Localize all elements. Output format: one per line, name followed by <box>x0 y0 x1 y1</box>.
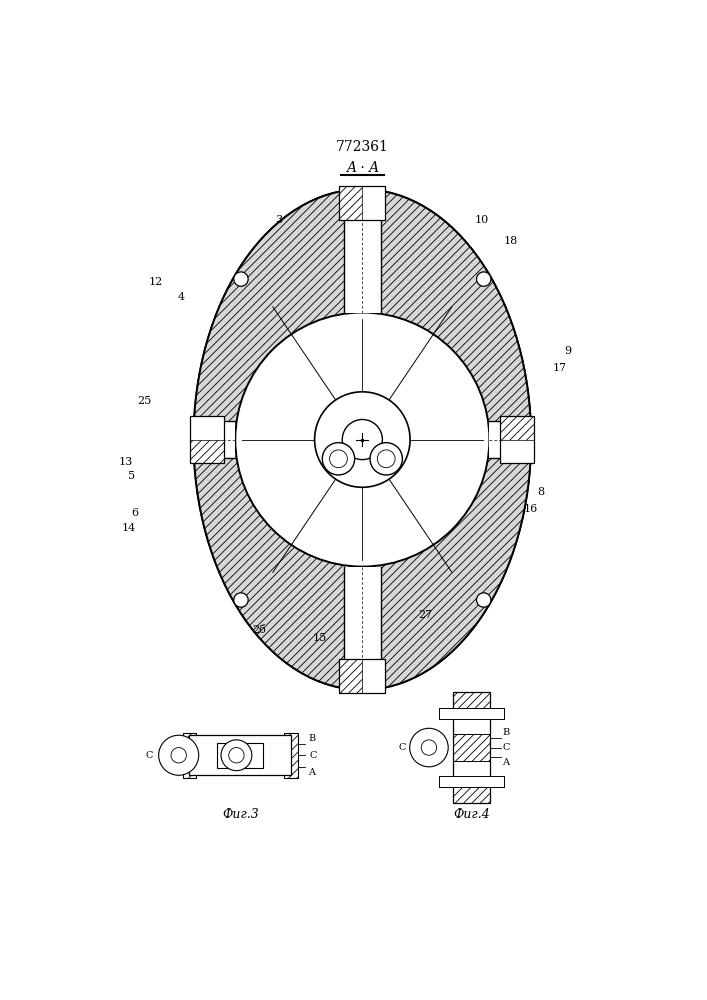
Text: 27: 27 <box>418 610 432 620</box>
Bar <box>235 540 301 606</box>
Text: 3: 3 <box>275 215 282 225</box>
Bar <box>423 273 490 339</box>
Bar <box>189 735 291 775</box>
Text: 772361: 772361 <box>336 140 389 154</box>
Bar <box>235 273 301 339</box>
Bar <box>452 692 490 713</box>
Text: 17: 17 <box>553 363 567 373</box>
Text: A · A: A · A <box>346 161 379 175</box>
Circle shape <box>221 740 252 771</box>
Bar <box>217 743 264 768</box>
Ellipse shape <box>194 189 531 690</box>
Text: 11: 11 <box>364 227 378 237</box>
Bar <box>423 540 490 606</box>
Bar <box>452 692 490 803</box>
Bar <box>344 567 381 690</box>
Bar <box>194 421 235 458</box>
Text: Фиг.2: Фиг.2 <box>342 648 382 662</box>
Text: C: C <box>310 751 317 760</box>
Bar <box>344 189 381 312</box>
Text: 2б: 2б <box>252 625 267 635</box>
Bar <box>501 416 534 463</box>
Text: A: A <box>308 768 315 777</box>
Circle shape <box>158 735 199 775</box>
Bar <box>190 416 224 463</box>
Bar <box>339 659 363 693</box>
Bar <box>452 734 490 761</box>
Circle shape <box>477 272 491 286</box>
Bar <box>501 416 534 440</box>
Text: 7: 7 <box>370 631 377 641</box>
Circle shape <box>477 593 491 607</box>
Text: B: B <box>502 728 509 737</box>
Ellipse shape <box>194 189 531 690</box>
Text: 4: 4 <box>177 292 185 302</box>
Text: 10: 10 <box>474 215 489 225</box>
Text: 12: 12 <box>148 277 163 287</box>
Text: Фиг.4: Фиг.4 <box>453 808 490 821</box>
Text: C: C <box>398 743 406 752</box>
Text: 9: 9 <box>564 346 571 356</box>
Text: C: C <box>146 751 153 760</box>
Text: B: B <box>308 734 315 743</box>
Circle shape <box>342 419 382 460</box>
Bar <box>439 708 503 719</box>
Circle shape <box>421 740 437 755</box>
Bar <box>339 186 363 220</box>
Text: 5: 5 <box>128 471 135 481</box>
Circle shape <box>409 728 448 767</box>
Text: A: A <box>502 758 509 767</box>
Circle shape <box>234 272 248 286</box>
Circle shape <box>235 312 489 567</box>
Bar <box>339 659 385 693</box>
Text: 6: 6 <box>132 508 139 518</box>
Text: 16: 16 <box>523 504 538 514</box>
Circle shape <box>322 443 355 475</box>
Circle shape <box>171 748 187 763</box>
Text: 18: 18 <box>503 236 518 246</box>
Bar <box>284 733 298 778</box>
Bar <box>489 421 531 458</box>
Circle shape <box>229 748 244 763</box>
Bar <box>439 776 503 787</box>
Circle shape <box>315 392 410 487</box>
Bar <box>182 733 197 778</box>
Text: Фиг.3: Фиг.3 <box>222 808 259 821</box>
Bar <box>190 440 224 463</box>
Circle shape <box>234 593 248 607</box>
Text: 25: 25 <box>137 396 151 406</box>
Bar <box>339 186 385 220</box>
Circle shape <box>370 443 402 475</box>
Text: 13: 13 <box>119 457 133 467</box>
Text: 8: 8 <box>537 487 544 497</box>
Text: 15: 15 <box>312 633 327 643</box>
Bar <box>452 782 490 803</box>
Text: 14: 14 <box>122 523 136 533</box>
Text: C: C <box>502 743 510 752</box>
